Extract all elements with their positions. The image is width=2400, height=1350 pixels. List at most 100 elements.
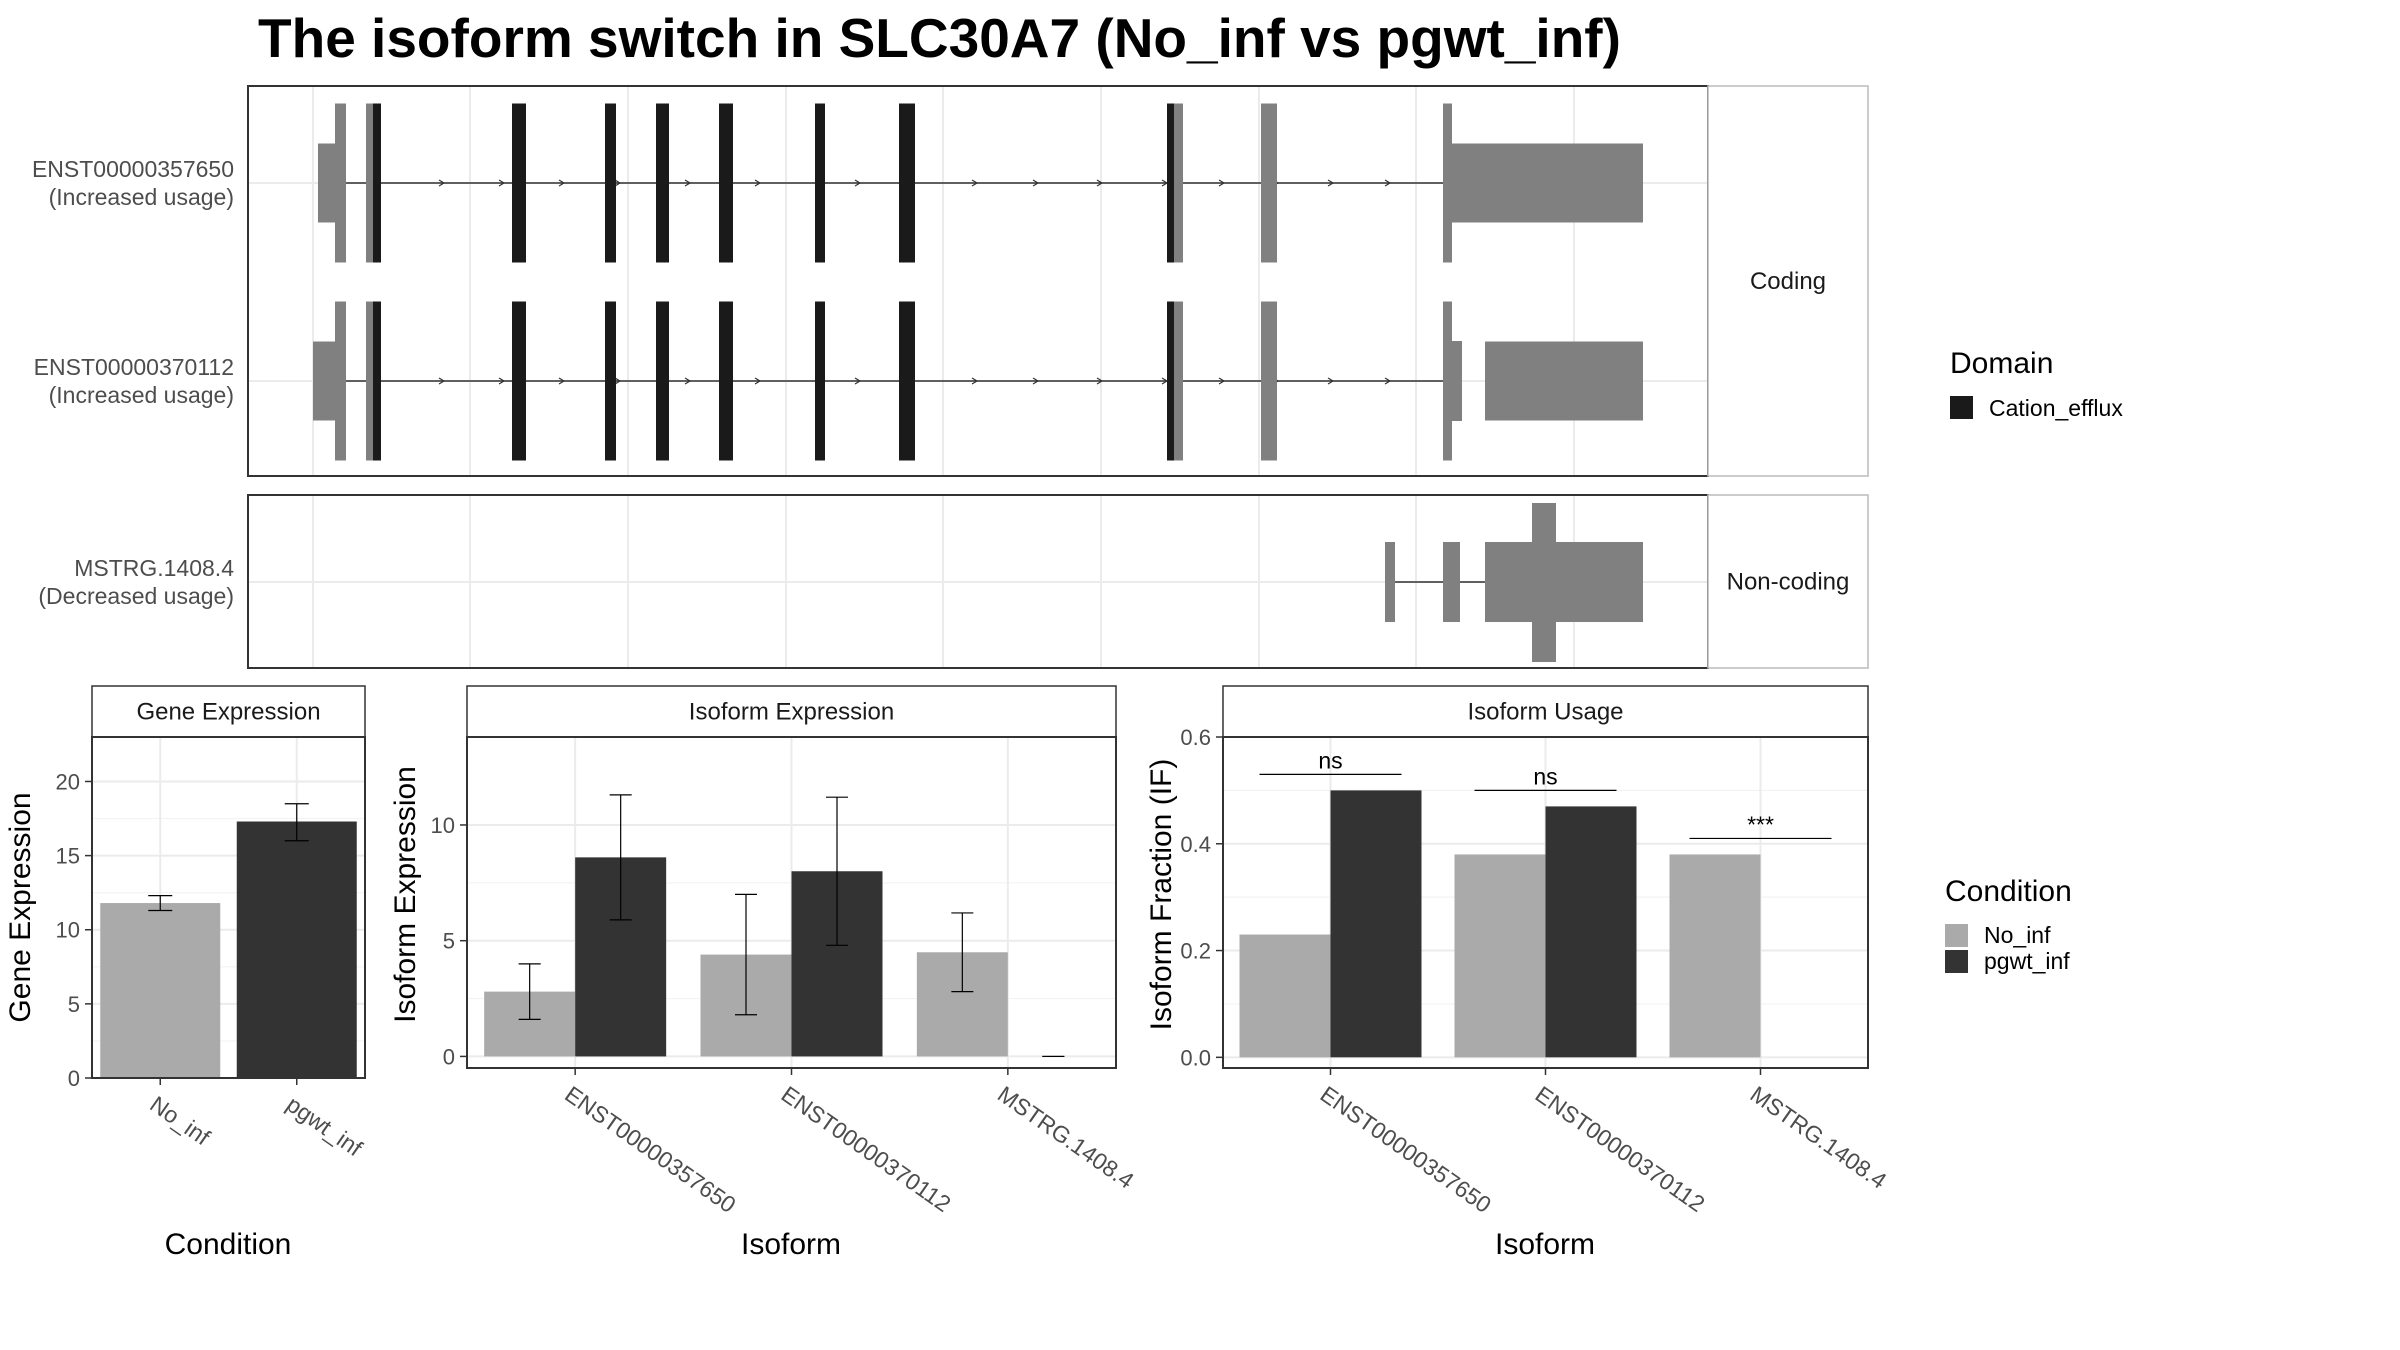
strand-arrow	[684, 377, 692, 385]
chart-isoform-usage: Isoform Usage ns ns *** 0.0 0.2 0.4 0.6 ENST0000…	[1145, 685, 1892, 1261]
utr-exon	[318, 143, 335, 223]
transcript-structure-panel: Coding Non-coding ENST00000357650 (Increase…	[32, 85, 1869, 669]
exon	[1261, 301, 1277, 461]
error-bar	[951, 912, 974, 993]
strand-arrow	[1218, 179, 1226, 187]
y-tick-label: 10	[56, 918, 80, 943]
exon	[1385, 542, 1395, 622]
y-tick-label: 0	[443, 1044, 455, 1069]
strand-arrow	[1327, 179, 1335, 187]
x-axis-title: Isoform	[741, 1228, 841, 1261]
strand-arrow	[558, 179, 566, 187]
utr-exon	[313, 341, 335, 421]
y-axis-title: Gene Expression	[4, 792, 37, 1022]
exon	[1532, 503, 1556, 662]
y-axis-title: Isoform Expression	[389, 766, 422, 1023]
domain-exon	[605, 103, 616, 263]
y-tick-label: 0.0	[1180, 1045, 1211, 1070]
domain-exon	[899, 103, 915, 263]
domain-exon	[815, 301, 825, 461]
x-tick-label: MSTRG.1408.4	[1746, 1081, 1892, 1194]
exon	[1443, 542, 1460, 622]
group-strip	[1707, 85, 1869, 477]
bar-pgwt_inf-0	[1330, 790, 1422, 1058]
significance-label: ns	[1533, 763, 1557, 789]
utr-exon	[1485, 341, 1643, 421]
domain-exon	[605, 301, 616, 461]
domain-legend: Domain Cation_efflux	[1950, 347, 2123, 421]
group-strip-label: Coding	[1750, 268, 1826, 295]
x-tick-label: pgwt_inf	[282, 1091, 368, 1162]
domain-exon	[656, 103, 669, 263]
x-tick-label: ENST00000357650	[1316, 1081, 1496, 1218]
group-strip-label: Non-coding	[1727, 569, 1850, 596]
x-tick-label: ENST00000357650	[560, 1081, 740, 1218]
domain-exon	[1167, 301, 1174, 461]
y-tick-label: 0.2	[1180, 939, 1211, 964]
domain-exon	[656, 301, 669, 461]
x-tick-label: ENST00000370112	[777, 1081, 956, 1217]
chart-strip	[466, 685, 1117, 738]
strand-arrow	[1384, 377, 1392, 385]
transcript-id-label: MSTRG.1408.4	[74, 555, 234, 581]
strand-arrow	[1096, 377, 1104, 385]
exon	[366, 103, 374, 263]
x-axis-title: Condition	[165, 1228, 292, 1261]
chart-strip-label: Isoform Expression	[689, 699, 894, 726]
y-tick-label: 5	[443, 929, 455, 954]
y-tick-label: 0.6	[1180, 725, 1211, 750]
strand-arrow	[854, 377, 862, 385]
utr-exon	[1452, 341, 1462, 421]
error-bar	[518, 963, 541, 1020]
bar-No_inf-1	[1454, 854, 1546, 1058]
strand-arrow	[1096, 179, 1104, 187]
strand-arrow	[438, 377, 446, 385]
transcript-structure	[313, 301, 1643, 461]
strand-arrow	[1384, 179, 1392, 187]
strand-arrow	[1218, 377, 1226, 385]
bar-No_inf	[100, 903, 221, 1078]
domain-exon	[899, 301, 915, 461]
y-axis-title: Isoform Fraction (IF)	[1145, 759, 1178, 1031]
exon	[1261, 103, 1277, 263]
bar-No_inf-2	[1669, 854, 1761, 1058]
domain-exon	[512, 103, 526, 263]
bar-No_inf-0	[1239, 934, 1331, 1058]
strand-arrow	[1032, 377, 1040, 385]
y-tick-label: 0.4	[1180, 832, 1211, 857]
y-tick-label: 0	[68, 1066, 80, 1091]
chart-strip-label: Gene Expression	[136, 699, 320, 726]
error-bar	[609, 794, 632, 921]
transcript-id-label: ENST00000357650	[32, 156, 234, 182]
strand-arrow	[684, 179, 692, 187]
exon	[1174, 301, 1183, 461]
domain-exon	[373, 103, 381, 263]
significance-label: ***	[1747, 811, 1774, 837]
transcript-status-label: (Increased usage)	[49, 382, 234, 408]
strand-arrow	[438, 179, 446, 187]
condition-legend: Condition No_inf pgwt_inf	[1945, 875, 2072, 974]
strand-arrow	[498, 179, 506, 187]
exon	[335, 301, 346, 461]
condition-legend-swatch-pgwt-inf	[1945, 950, 1968, 973]
domain-exon	[719, 301, 733, 461]
figure-title: The isoform switch in SLC30A7 (No_inf vs…	[258, 7, 1621, 69]
bar-charts: Gene Expression 0 5 10 15 20 No_inf pgwt_inf Con…	[4, 685, 1892, 1261]
exon	[366, 301, 374, 461]
condition-legend-title: Condition	[1945, 875, 2072, 908]
strand-arrow	[754, 377, 762, 385]
strand-arrow	[614, 377, 622, 385]
condition-legend-label-pgwt-inf: pgwt_inf	[1984, 948, 2070, 974]
domain-exon	[512, 301, 526, 461]
transcript-structure	[318, 103, 1643, 263]
exon	[1485, 542, 1643, 622]
transcript-status-label: (Decreased usage)	[38, 583, 234, 609]
significance-label: ns	[1318, 747, 1342, 773]
domain-legend-label: Cation_efflux	[1989, 395, 2123, 421]
error-bar	[735, 893, 757, 1016]
significance-annotation: ns	[1474, 763, 1617, 791]
x-tick-label: MSTRG.1408.4	[993, 1081, 1139, 1194]
x-axis-title: Isoform	[1495, 1228, 1595, 1261]
error-bar	[284, 803, 309, 842]
